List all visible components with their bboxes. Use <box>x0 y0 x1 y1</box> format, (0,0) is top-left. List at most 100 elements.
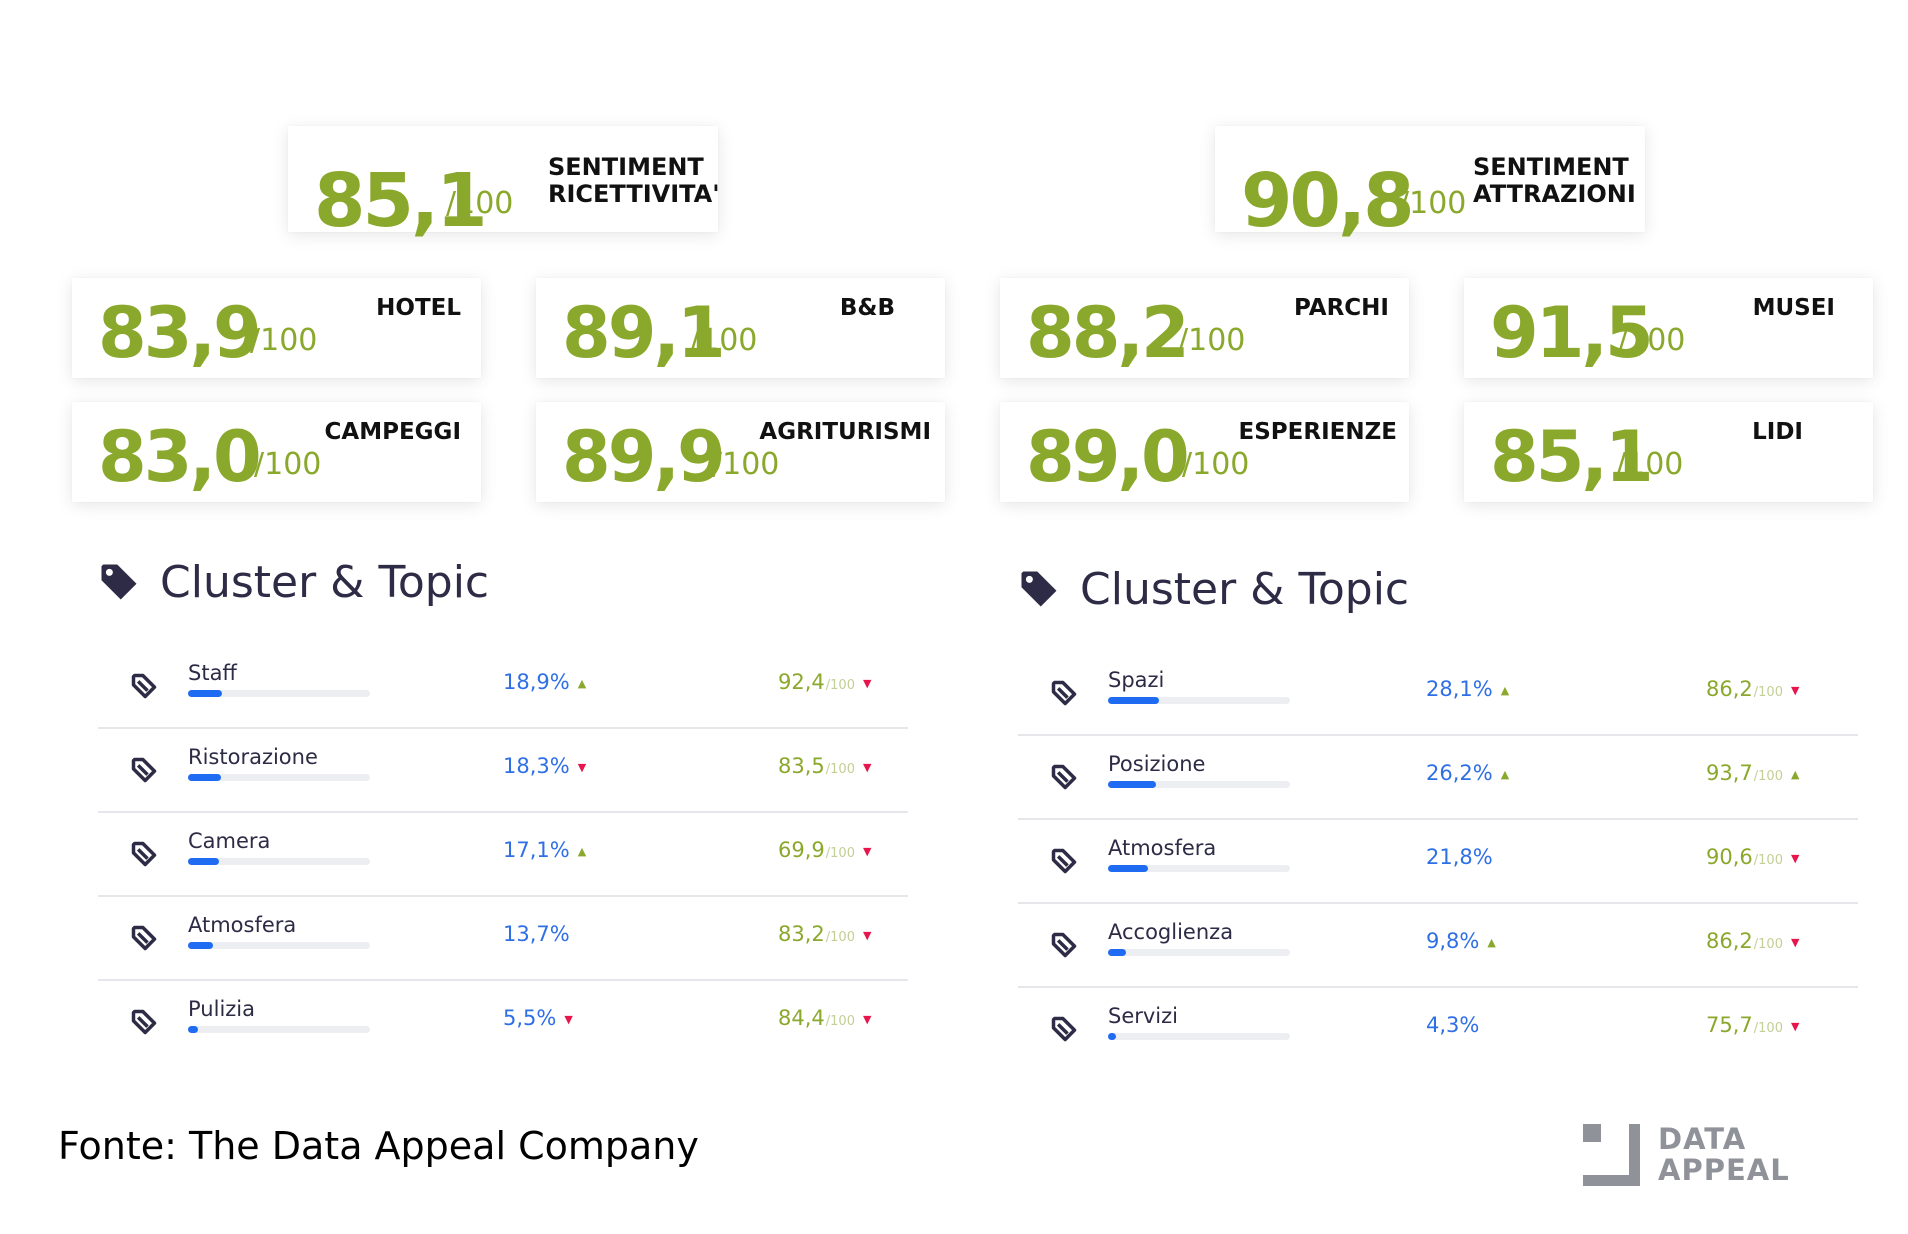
category-label: AGRITURISMI <box>759 419 931 445</box>
headline-card-attrazioni: 90,8 /100 SENTIMENT ATTRAZIONI <box>1215 126 1645 238</box>
score-text: 69,9 <box>778 838 825 862</box>
score-text: 75,7 <box>1706 1013 1753 1037</box>
sentiment-score: 75,7/100 ▼ <box>1706 1013 1799 1037</box>
score-denominator: /100 <box>825 846 855 861</box>
category-value: 89,9 <box>562 416 726 498</box>
topic-row: Posizione 26,2% ▲ 93,7/100 ▲ <box>1018 736 1858 820</box>
sentiment-score: 86,2/100 ▼ <box>1706 677 1799 701</box>
share-bar <box>1108 949 1290 956</box>
topic-row: Servizi 4,3% 75,7/100 ▼ <box>1018 988 1858 1072</box>
tag-icon <box>1021 571 1057 607</box>
topic-name: Camera <box>188 829 271 853</box>
category-card-musei: 91,5 /100 MUSEI <box>1464 278 1873 378</box>
share-text: 28,1% <box>1426 677 1493 701</box>
sentiment-score: 83,2/100 ▼ <box>778 922 871 946</box>
score-trend-down-icon: ▼ <box>1790 851 1800 865</box>
category-card-lidi: 85,1 /100 LIDI <box>1464 402 1873 502</box>
share-text: 5,5% <box>503 1006 557 1030</box>
share-value: 5,5% ▼ <box>503 1006 573 1030</box>
sentiment-score: 84,4/100 ▼ <box>778 1006 871 1030</box>
tag-icon <box>101 564 137 600</box>
share-value: 18,9% ▲ <box>503 670 586 694</box>
cluster-section-attrazioni: Cluster & Topic Spazi 28,1% ▲ 86,2/100 ▼ P… <box>1018 562 1858 1062</box>
category-denominator: /100 <box>250 323 318 358</box>
score-denominator: /100 <box>1753 685 1783 700</box>
category-value: 83,9 <box>98 292 262 374</box>
share-text: 26,2% <box>1426 761 1493 785</box>
cluster-section-ricettivita: Cluster & Topic Staff 18,9% ▲ 92,4/100 ▼ R… <box>98 555 910 1055</box>
share-bar-fill <box>188 858 219 865</box>
category-card-campeggi: 83,0 /100 CAMPEGGI <box>72 402 481 502</box>
headline-label: SENTIMENT RICETTIVITA' <box>548 154 720 208</box>
topic-row: Accoglienza 9,8% ▲ 86,2/100 ▼ <box>1018 904 1858 988</box>
category-denominator: /100 <box>1178 323 1246 358</box>
score-text: 90,6 <box>1706 845 1753 869</box>
category-label: CAMPEGGI <box>324 419 461 445</box>
share-value: 9,8% ▲ <box>1426 929 1496 953</box>
share-bar <box>188 942 370 949</box>
category-denominator: /100 <box>1616 447 1684 482</box>
score-text: 93,7 <box>1706 761 1753 785</box>
logo-text: DATA APPEAL <box>1658 1124 1790 1186</box>
score-trend-up-icon: ▲ <box>1790 767 1800 781</box>
score-trend-down-icon: ▼ <box>862 760 872 774</box>
tag-icon <box>1051 764 1077 790</box>
score-trend-down-icon: ▼ <box>862 844 872 858</box>
share-bar <box>188 774 370 781</box>
data-appeal-logo: DATA APPEAL <box>1583 1124 1818 1186</box>
source-caption: Fonte: The Data Appeal Company <box>58 1124 699 1168</box>
share-value: 4,3% <box>1426 1013 1479 1037</box>
share-bar <box>1108 781 1290 788</box>
category-value: 88,2 <box>1026 292 1190 374</box>
share-text: 17,1% <box>503 838 570 862</box>
topic-row: Pulizia 5,5% ▼ 84,4/100 ▼ <box>98 981 908 1065</box>
category-label: PARCHI <box>1294 295 1389 321</box>
share-bar <box>188 690 370 697</box>
share-bar <box>188 1026 370 1033</box>
category-denominator: /100 <box>1618 323 1686 358</box>
cluster-title: Cluster & Topic <box>1018 562 1409 616</box>
share-text: 4,3% <box>1426 1013 1480 1037</box>
share-bar <box>1108 1033 1290 1040</box>
score-denominator: /100 <box>825 762 855 777</box>
score-text: 86,2 <box>1706 929 1753 953</box>
topic-name: Staff <box>188 661 237 685</box>
logo-line1: DATA <box>1658 1122 1747 1156</box>
topic-row: Atmosfera 21,8% 90,6/100 ▼ <box>1018 820 1858 904</box>
headline-denominator: /100 <box>1399 186 1467 221</box>
headline-label: SENTIMENT ATTRAZIONI <box>1473 154 1636 208</box>
category-label: LIDI <box>1752 419 1803 445</box>
share-trend-up-icon: ▲ <box>577 676 587 690</box>
share-bar-fill <box>188 690 222 697</box>
share-value: 28,1% ▲ <box>1426 677 1509 701</box>
sentiment-score: 92,4/100 ▼ <box>778 670 871 694</box>
share-bar-fill <box>188 774 221 781</box>
category-denominator: /100 <box>690 323 758 358</box>
headline-label-line2: ATTRAZIONI <box>1473 179 1636 208</box>
cluster-title-text: Cluster & Topic <box>1080 563 1410 615</box>
category-card-agriturismi: 89,9 /100 AGRITURISMI <box>536 402 945 502</box>
score-text: 84,4 <box>778 1006 825 1030</box>
logo-mark-icon <box>1583 1124 1640 1186</box>
headline-value: 85,1 <box>314 158 488 244</box>
tag-icon <box>1051 848 1077 874</box>
share-text: 21,8% <box>1426 845 1493 869</box>
headline-label-line1: SENTIMENT <box>548 153 704 181</box>
score-trend-down-icon: ▼ <box>862 676 872 690</box>
topic-name: Accoglienza <box>1108 920 1234 944</box>
category-value: 89,0 <box>1026 416 1190 498</box>
share-bar-fill <box>188 1026 198 1033</box>
share-bar <box>1108 865 1290 872</box>
topic-name: Pulizia <box>188 997 255 1021</box>
topic-name: Spazi <box>1108 668 1165 692</box>
topic-name: Posizione <box>1108 752 1206 776</box>
share-value: 13,7% <box>503 922 570 946</box>
score-denominator: /100 <box>825 678 855 693</box>
topic-row: Atmosfera 13,7% 83,2/100 ▼ <box>98 897 908 981</box>
tag-icon <box>131 925 157 951</box>
category-value: 91,5 <box>1490 292 1654 374</box>
share-bar <box>188 858 370 865</box>
share-trend-up-icon: ▲ <box>577 844 587 858</box>
share-trend-down-icon: ▼ <box>564 1012 573 1026</box>
logo-line2: APPEAL <box>1658 1153 1790 1187</box>
